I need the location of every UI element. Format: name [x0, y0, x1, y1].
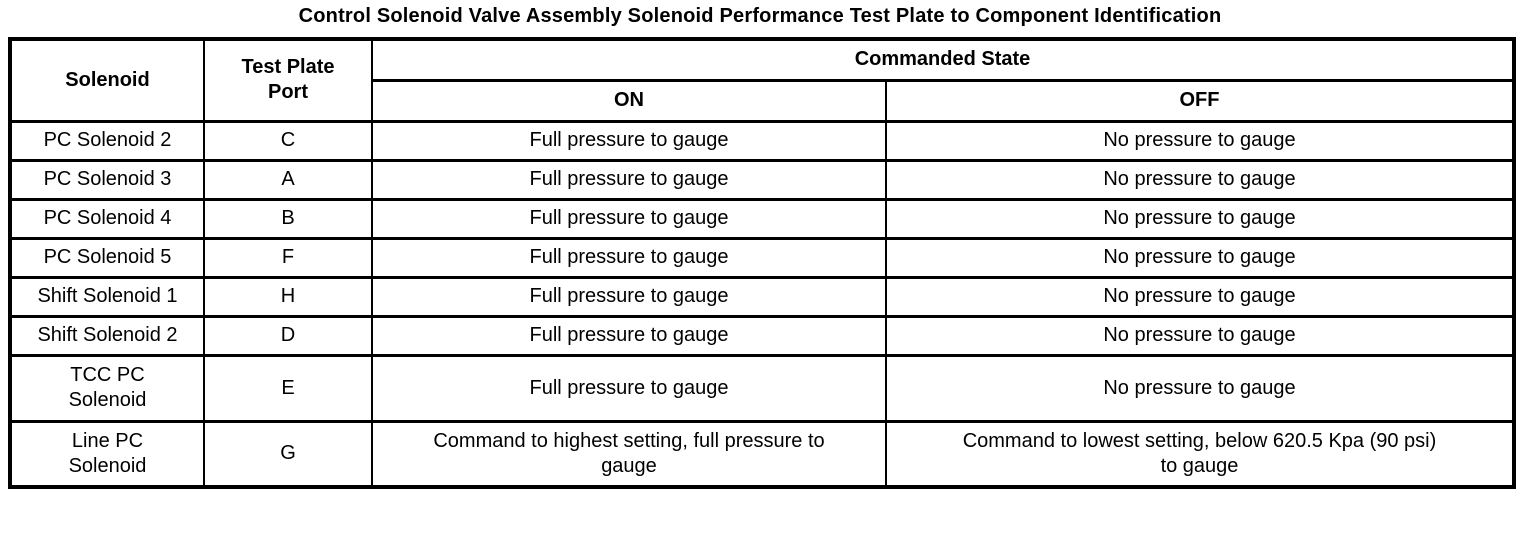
cell-on-state: Full pressure to gauge: [371, 119, 887, 162]
table-row: Shift Solenoid 1 H Full pressure to gaug…: [9, 275, 1515, 318]
cell-port: C: [203, 119, 373, 162]
cell-on-state: Full pressure to gauge: [371, 314, 887, 357]
cell-on-state: Full pressure to gauge: [371, 158, 887, 201]
cell-off-state: No pressure to gauge: [885, 119, 1515, 162]
cell-off-state: No pressure to gauge: [885, 158, 1515, 201]
cell-on-state: Full pressure to gauge: [371, 197, 887, 240]
column-header-solenoid: Solenoid: [9, 37, 205, 123]
cell-port: D: [203, 314, 373, 357]
cell-off-state: No pressure to gauge: [885, 236, 1515, 279]
table-row: TCC PC Solenoid E Full pressure to gauge…: [9, 353, 1515, 423]
cell-off-state: No pressure to gauge: [885, 314, 1515, 357]
cell-port: G: [203, 419, 373, 489]
cell-port: F: [203, 236, 373, 279]
column-header-off: OFF: [885, 78, 1515, 123]
cell-solenoid: TCC PC Solenoid: [9, 353, 205, 423]
cell-solenoid: PC Solenoid 5: [9, 236, 205, 279]
cell-on-state: Full pressure to gauge: [371, 275, 887, 318]
page-title: Control Solenoid Valve Assembly Solenoid…: [298, 5, 1222, 27]
table-row: PC Solenoid 2 C Full pressure to gauge N…: [9, 119, 1515, 162]
column-header-test-plate-port: Test Plate Port: [203, 37, 373, 123]
cell-on-state: Full pressure to gauge: [371, 236, 887, 279]
cell-solenoid: Shift Solenoid 1: [9, 275, 205, 318]
cell-port: H: [203, 275, 373, 318]
table-row: Shift Solenoid 2 D Full pressure to gaug…: [9, 314, 1515, 357]
table-row: PC Solenoid 4 B Full pressure to gauge N…: [9, 197, 1515, 240]
table-row: Line PC Solenoid G Command to highest se…: [9, 419, 1515, 489]
cell-off-state: No pressure to gauge: [885, 275, 1515, 318]
header-row-on-off: ON OFF: [10, 78, 1515, 123]
cell-off-state: No pressure to gauge: [885, 197, 1515, 240]
cell-on-state: Full pressure to gauge: [371, 353, 887, 423]
cell-port: A: [203, 158, 373, 201]
cell-port: B: [203, 197, 373, 240]
cell-solenoid: PC Solenoid 4: [9, 197, 205, 240]
column-header-commanded-state: Commanded State: [371, 37, 1515, 82]
cell-port: E: [203, 353, 373, 423]
solenoid-performance-table: Solenoid Test Plate Port Commanded State…: [8, 37, 1516, 489]
cell-solenoid: Shift Solenoid 2: [9, 314, 205, 357]
cell-off-state: No pressure to gauge: [885, 353, 1515, 423]
cell-solenoid: PC Solenoid 2: [9, 119, 205, 162]
column-header-on: ON: [371, 78, 887, 123]
cell-solenoid: PC Solenoid 3: [9, 158, 205, 201]
header-row-commanded-state: Solenoid Test Plate Port Commanded State: [9, 37, 1515, 123]
table-row: PC Solenoid 5 F Full pressure to gauge N…: [9, 236, 1515, 279]
table-row: PC Solenoid 3 A Full pressure to gauge N…: [9, 158, 1515, 201]
cell-off-state: Command to lowest setting, below 620.5 K…: [885, 419, 1515, 489]
cell-on-state: Command to highest setting, full pressur…: [371, 419, 887, 489]
cell-solenoid: Line PC Solenoid: [9, 419, 205, 489]
